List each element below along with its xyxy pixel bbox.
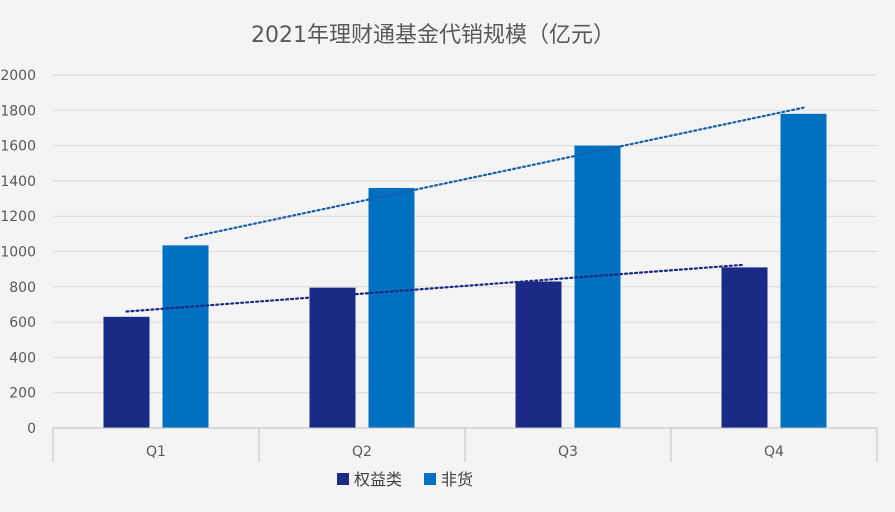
y-tick-label: 0: [27, 421, 36, 437]
bar-equity-q2: [309, 287, 356, 428]
bar-non-monetary-q3: [574, 145, 621, 428]
x-axis: Q1 Q2 Q3 Q4: [52, 427, 878, 462]
legend-swatch: [337, 473, 349, 485]
y-tick-label: 200: [9, 386, 36, 402]
x-tick-label: Q3: [558, 444, 578, 460]
trendline-non-monetary: [184, 106, 805, 240]
bars: [103, 113, 827, 428]
bar-non-monetary-q2: [368, 187, 415, 428]
trendline-equity: [125, 263, 746, 313]
bar-equity-q4: [721, 267, 768, 428]
x-tick-label: Q1: [146, 444, 166, 460]
y-tick-label: 1000: [0, 245, 36, 261]
y-tick-label: 1600: [0, 139, 36, 155]
y-tick-label: 400: [9, 350, 36, 366]
y-tick-label: 2000: [0, 68, 36, 84]
x-tick-label: Q4: [764, 444, 784, 460]
x-tick-label: Q2: [352, 444, 372, 460]
bar-non-monetary-q1: [162, 245, 209, 428]
bar-non-monetary-q4: [780, 113, 827, 428]
y-axis: 0 200 400 600 800 1000 1200 1400 1600 1800 2000: [0, 68, 36, 437]
legend-swatch: [424, 473, 436, 485]
chart-title: 2021年理财通基金代销规模（亿元）: [251, 23, 615, 48]
legend-label: 非货: [441, 470, 473, 489]
y-tick-label: 1400: [0, 174, 36, 190]
trendlines: [125, 106, 805, 313]
legend: 权益类 非货: [337, 470, 473, 489]
y-tick-label: 1200: [0, 209, 36, 225]
legend-label: 权益类: [354, 470, 402, 489]
bar-equity-q1: [103, 316, 150, 428]
bar-equity-q3: [515, 281, 562, 428]
y-tick-label: 600: [9, 315, 36, 331]
y-tick-label: 1800: [0, 103, 36, 119]
y-tick-label: 800: [9, 280, 36, 296]
